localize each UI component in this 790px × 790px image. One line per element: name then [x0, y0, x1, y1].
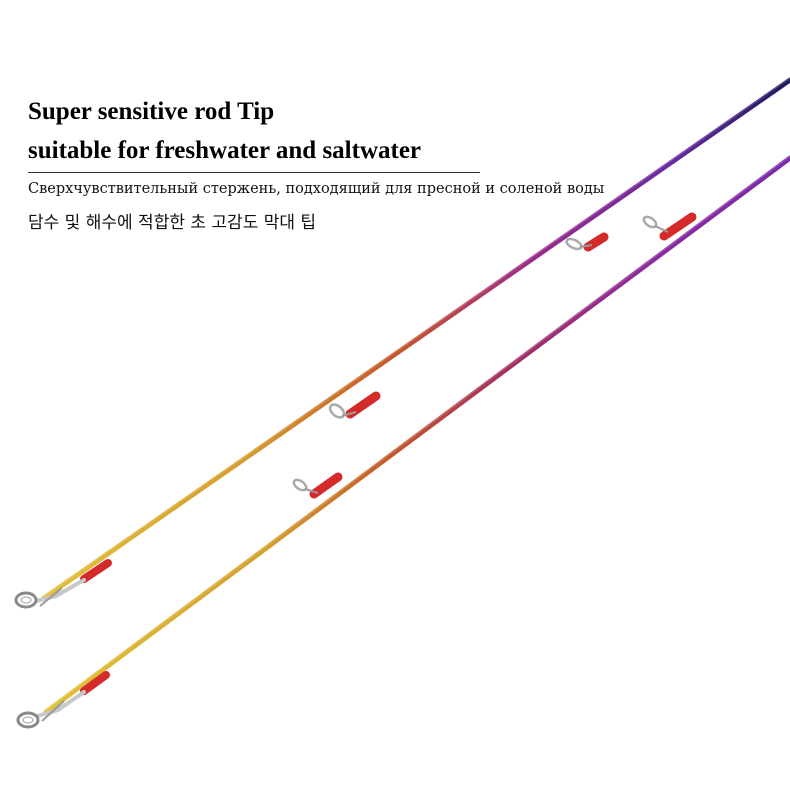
headline-line-2: suitable for freshwater and saltwater	[28, 137, 422, 164]
rod-a-tip-wrap	[80, 559, 112, 583]
rod-b-tip-wrap	[80, 671, 110, 695]
rod-a-tip-guide	[14, 578, 86, 609]
rod-b-tip-guide	[16, 690, 86, 729]
rod-a-guide-upper	[565, 232, 609, 252]
headline: Super sensitive rod Tip suitable for fre…	[28, 92, 488, 170]
rod-b-guide-upper	[642, 212, 697, 241]
subtitle-russian: Сверхчувствительный стержень, подходящий…	[28, 181, 605, 197]
rod-b	[16, 155, 790, 729]
rod-a	[14, 77, 790, 609]
rod-a-guide-middle	[328, 391, 381, 419]
subtitle-korean: 담수 및 해수에 적합한 초 고감도 막대 팁	[28, 213, 317, 233]
headline-line-1: Super sensitive rod Tip	[28, 98, 275, 125]
rod-b-guide-middle	[292, 472, 343, 499]
headline-divider	[28, 172, 480, 173]
